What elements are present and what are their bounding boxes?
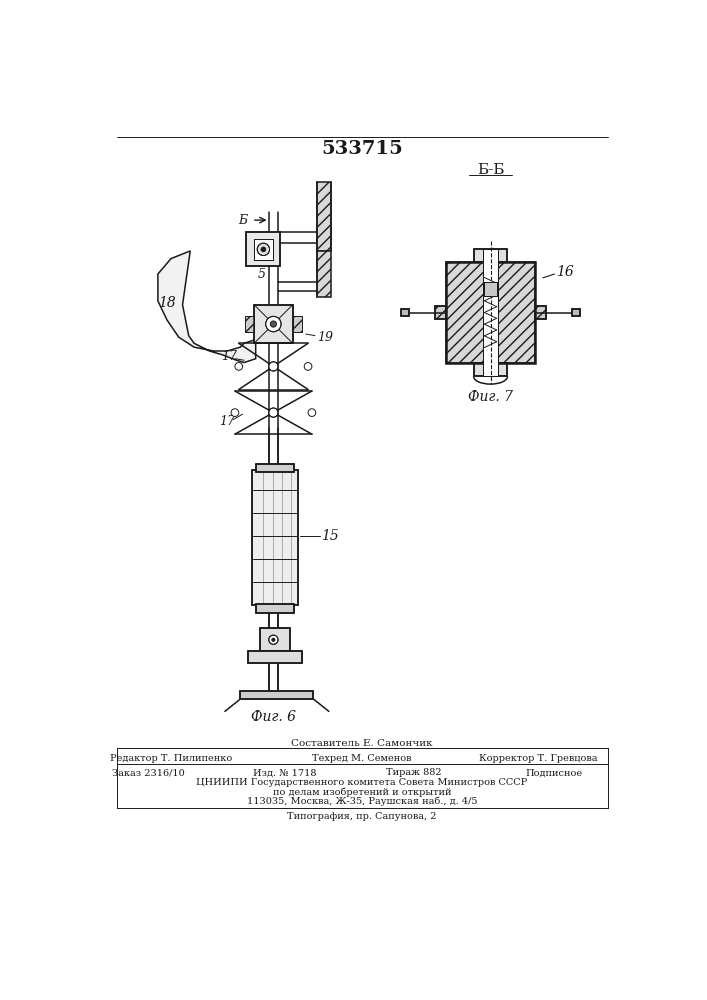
Polygon shape (158, 251, 256, 363)
Circle shape (272, 638, 275, 641)
Bar (402, 309, 409, 316)
Text: 113035, Москва, Ж-35, Раушская наб., д. 4/5: 113035, Москва, Ж-35, Раушская наб., д. … (247, 797, 477, 806)
Bar (474, 363, 508, 376)
Text: Фиг. 6: Фиг. 6 (251, 710, 296, 724)
Text: Фиг. 7: Фиг. 7 (468, 390, 513, 404)
Text: 17: 17 (221, 350, 237, 363)
Bar (317, 251, 331, 297)
Text: 5: 5 (258, 267, 266, 280)
Bar (248, 651, 302, 663)
Bar (254, 239, 273, 260)
Bar (572, 309, 580, 316)
Text: ЦНИИПИ Государственного комитета Совета Министров СССР: ЦНИИПИ Государственного комитета Совета … (197, 778, 527, 787)
Bar (256, 604, 294, 613)
Bar (254, 239, 273, 260)
Bar (484, 282, 497, 296)
Text: 15: 15 (321, 529, 339, 543)
Circle shape (261, 247, 266, 252)
Bar (402, 309, 409, 316)
Bar (247, 232, 281, 266)
Bar (256, 464, 294, 472)
Bar (293, 316, 302, 332)
Text: Корректор Т. Гревцова: Корректор Т. Гревцова (479, 754, 597, 763)
Text: 533715: 533715 (321, 140, 403, 158)
Text: Составитель Е. Самончик: Составитель Е. Самончик (291, 739, 433, 748)
Bar (259, 628, 291, 651)
Bar (435, 306, 446, 319)
Text: по делам изобретений и открытий: по делам изобретений и открытий (273, 787, 451, 797)
Text: Техред М. Семенов: Техред М. Семенов (312, 754, 411, 763)
Bar (254, 305, 293, 343)
Bar (535, 306, 546, 319)
Bar (474, 249, 508, 262)
Text: 18: 18 (158, 296, 176, 310)
Text: Подписное: Подписное (526, 768, 583, 777)
Bar (474, 363, 508, 376)
Bar (259, 628, 291, 651)
Bar (535, 306, 546, 319)
Bar (484, 282, 497, 296)
Text: Изд. № 1718: Изд. № 1718 (253, 768, 317, 777)
Text: Заказ 2316/10: Заказ 2316/10 (112, 768, 185, 777)
Bar (256, 604, 294, 613)
Circle shape (231, 409, 239, 416)
Circle shape (308, 409, 316, 416)
Circle shape (269, 408, 278, 417)
Text: Редактор Т. Пилипенко: Редактор Т. Пилипенко (110, 754, 232, 763)
Bar (446, 262, 535, 363)
Text: Типография, пр. Сапунова, 2: Типография, пр. Сапунова, 2 (287, 812, 437, 821)
Bar (254, 305, 293, 343)
Text: Б-Б: Б-Б (477, 163, 504, 177)
Bar (446, 262, 535, 363)
Circle shape (304, 363, 312, 370)
Bar (317, 182, 331, 251)
Bar (245, 316, 254, 332)
Bar (483, 249, 498, 376)
Circle shape (266, 316, 281, 332)
Circle shape (257, 243, 269, 256)
Bar (474, 249, 508, 262)
Bar (252, 470, 298, 605)
Bar (247, 232, 281, 266)
Text: 16: 16 (556, 265, 574, 279)
Text: Б: Б (238, 214, 247, 227)
Bar (240, 691, 313, 699)
Text: 19: 19 (317, 331, 333, 344)
Bar (572, 309, 580, 316)
Text: Тираж 882: Тираж 882 (386, 768, 441, 777)
Circle shape (269, 362, 278, 371)
Bar (240, 691, 313, 699)
Circle shape (235, 363, 243, 370)
Circle shape (269, 635, 278, 644)
Bar (252, 470, 298, 605)
Bar (256, 464, 294, 472)
Text: 17: 17 (219, 415, 235, 428)
Bar (248, 651, 302, 663)
Bar (483, 249, 498, 376)
Bar (435, 306, 446, 319)
Circle shape (270, 321, 276, 327)
